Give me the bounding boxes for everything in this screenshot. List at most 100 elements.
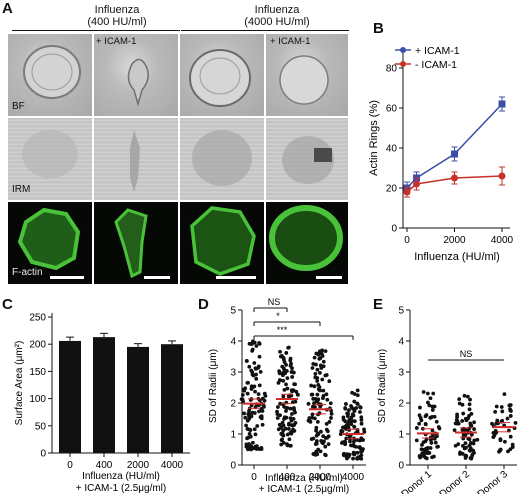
chart-e-point (419, 447, 424, 452)
chart-d-point (240, 393, 245, 397)
chart-c-xtick-label: 0 (67, 460, 73, 471)
chart-e-point (430, 408, 435, 412)
chart-d-point (256, 365, 261, 370)
chart-d-point (352, 444, 356, 448)
chart-d-sig-label: * (276, 311, 280, 321)
chart-e-point (491, 430, 496, 435)
chart-d-point (290, 375, 295, 379)
chart-e-point (468, 397, 472, 402)
chart-d-point (313, 396, 318, 401)
chart-d-point (321, 364, 326, 369)
chart-d-point (285, 376, 290, 381)
chart-d-point (312, 384, 317, 389)
chart-d-point (247, 409, 251, 413)
chart-d-point (246, 380, 250, 385)
chart-d-xlabel-line1: Influenza (HU/ml) (265, 473, 343, 484)
chart-d-point (359, 421, 364, 426)
chart-e-point (420, 442, 424, 447)
chart-e-point (436, 425, 441, 429)
chart-e-point (428, 415, 433, 420)
chart-d-point (286, 394, 291, 398)
chart-d-point (279, 442, 284, 447)
chart-e-point (472, 438, 477, 443)
chart-e-point (433, 440, 438, 445)
chart-e-point (432, 436, 437, 441)
chart-d-point (252, 411, 257, 415)
micrograph-factin-4 (266, 202, 348, 284)
chart-d-point (252, 384, 257, 389)
chart-d-point (316, 412, 320, 417)
chart-d-point (321, 388, 326, 393)
chart-d-point (320, 377, 325, 382)
chart-d-point (314, 425, 319, 430)
chart-e-point (455, 419, 460, 424)
chart-d-point (288, 406, 293, 411)
chart-e-point (469, 423, 474, 428)
chart-d-point (290, 370, 294, 374)
chart-e-ytick-label: 5 (398, 306, 404, 317)
chart-d-point (260, 409, 265, 413)
chart-d-point (324, 373, 329, 377)
chart-c-bar (59, 340, 81, 453)
chart-d-point (318, 371, 322, 375)
chart-d-point (293, 382, 297, 387)
chart-d-point (343, 406, 348, 410)
chart-d-point (310, 366, 315, 370)
chart-d-point (346, 423, 350, 428)
chart-d-point (355, 401, 360, 406)
micrograph-factin-3 (180, 202, 264, 284)
chart-d-point (315, 376, 320, 380)
chart-d-ytick-label: 1 (230, 430, 236, 441)
chart-c-xtick-label: 2000 (127, 460, 150, 471)
chart-d-point (245, 427, 250, 431)
chart-e-point (510, 442, 515, 447)
chart-d-point (344, 436, 349, 441)
chart-d-point (257, 383, 262, 388)
chart-e-point (470, 452, 475, 457)
chart-d-point (249, 384, 254, 389)
chart-d-point (344, 402, 348, 406)
chart-e-point (498, 437, 503, 442)
chart-d-point (352, 409, 357, 413)
chart-e-point (508, 434, 513, 439)
chart-d-point (282, 360, 287, 364)
chart-d-point (284, 362, 288, 367)
condition-1-underline (12, 30, 180, 31)
chart-e-point (417, 421, 422, 426)
micrograph-bf-3 (180, 34, 264, 116)
micrograph-factin-1 (8, 202, 92, 284)
chart-e-ytick-label: 3 (398, 368, 404, 379)
micrograph-bf-4 (266, 34, 348, 116)
chart-b-point (498, 100, 506, 108)
chart-d-point (343, 419, 348, 424)
chart-d-point (349, 405, 354, 410)
condition-2-line1: Influenza (254, 4, 300, 16)
chart-d-point (254, 344, 259, 348)
legend-label-plus-icam: + ICAM-1 (415, 45, 460, 57)
chart-d-point (315, 419, 320, 424)
chart-d-point (252, 427, 257, 432)
chart-d-point (326, 442, 331, 447)
chart-d-point (324, 422, 329, 426)
chart-d-xlabel-line2: + ICAM-1 (2.5μg/ml) (259, 484, 350, 494)
chart-c-ytick-label: 100 (29, 394, 46, 405)
chart-d-point (285, 386, 290, 391)
chart-e-point (461, 411, 466, 416)
chart-d-point (240, 397, 245, 402)
chart-d-point (250, 440, 255, 445)
chart-d-point (306, 401, 311, 406)
chart-d-point (290, 366, 294, 371)
chart-d-point (343, 442, 348, 447)
chart-e-point (498, 447, 503, 452)
chart-c-bar (161, 344, 183, 453)
chart-d-point (323, 349, 328, 354)
legend-marker-blue (400, 47, 406, 53)
chart-d-point (254, 372, 258, 377)
chart-d-point (352, 399, 357, 404)
chart-d-point (284, 409, 288, 413)
chart-d-ylabel: SD of Radii (μm) (208, 349, 219, 423)
chart-d-point (257, 341, 262, 345)
chart-e-point (423, 450, 428, 454)
chart-d-sig-label: *** (277, 325, 288, 335)
